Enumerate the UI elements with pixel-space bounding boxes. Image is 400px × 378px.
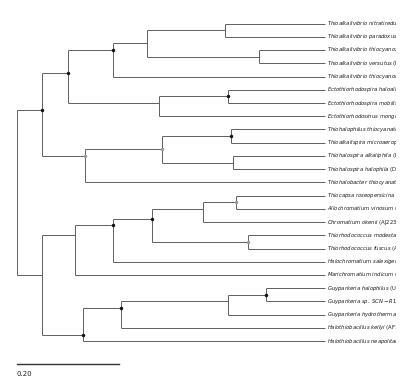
Text: $\it{Thioalkalivibrio\ paradoxus}$$^{*}$ (AF151432): $\it{Thioalkalivibrio\ paradoxus}$$^{*}$… bbox=[327, 32, 400, 42]
Text: $\it{Thiohalobacter\ thiocyanaticus}$$^{*}$ (FJ482231): $\it{Thiohalobacter\ thiocyanaticus}$$^{… bbox=[327, 177, 400, 187]
Text: $\it{Thiorhodococcus\ fuscus}$ (AM993157): $\it{Thiorhodococcus\ fuscus}$ (AM993157… bbox=[327, 244, 400, 253]
Text: $\it{Ectothiorhodospira\ haloalkaliphila}$ (X93479): $\it{Ectothiorhodospira\ haloalkaliphila… bbox=[327, 85, 400, 94]
Text: $\it{Thioalkalivibrio\ nitratireducens}$$^{*}$ (AY079010): $\it{Thioalkalivibrio\ nitratireducens}$… bbox=[327, 19, 400, 29]
Text: $\it{Thiohalospira\ alkaliphila}$ (EU169227): $\it{Thiohalospira\ alkaliphila}$ (EU169… bbox=[327, 152, 400, 160]
Text: $\it{Thioalkalivibrio\ versutus}$ (FR749906): $\it{Thioalkalivibrio\ versutus}$ (FR749… bbox=[327, 59, 400, 68]
Text: 0.20: 0.20 bbox=[17, 371, 32, 377]
Text: $\it{Ectothiorhodospira\ mobilis}$ (HG970163): $\it{Ectothiorhodospira\ mobilis}$ (HG97… bbox=[327, 99, 400, 107]
Text: $\it{Thiocapsa\ roseopersicina}$ (AF113000): $\it{Thiocapsa\ roseopersicina}$ (AF1130… bbox=[327, 191, 400, 200]
Text: $\it{Chromatium\ okenii}$ (AJ223234): $\it{Chromatium\ okenii}$ (AJ223234) bbox=[327, 218, 400, 226]
Text: $\it{Thiohalophilus\ thiocyanatoxydans}$$^{*}$ (DQ469584): $\it{Thiohalophilus\ thiocyanatoxydans}$… bbox=[327, 124, 400, 135]
Text: $\it{Guyparkeria\ hydrothermalis}$ (M90662): $\it{Guyparkeria\ hydrothermalis}$ (M906… bbox=[327, 310, 400, 319]
Text: $\it{Allochromatium\ vinosum}$ (CP001896): $\it{Allochromatium\ vinosum}$ (CP001896… bbox=[327, 204, 400, 213]
Text: $\it{Thioalkalivibrio\ thiocyanodenitrificans}$$^{*}$ (AY360060): $\it{Thioalkalivibrio\ thiocyanodenitrif… bbox=[327, 71, 400, 82]
Text: $\it{Thioalkalivibrio\ thiocyanoxidans}$$^{*}$ (ARQK01000032): $\it{Thioalkalivibrio\ thiocyanoxidans}$… bbox=[327, 45, 400, 55]
Text: $\it{Marichromatium\ indicum}$ (AJ543328): $\it{Marichromatium\ indicum}$ (AJ543328… bbox=[327, 271, 400, 279]
Text: $\it{Halothiobacillus\ kellyi}$ (AF170419): $\it{Halothiobacillus\ kellyi}$ (AF17041… bbox=[327, 324, 400, 332]
Text: $\it{Halothiobacillus\ neapolitanus}$ (JN175334): $\it{Halothiobacillus\ neapolitanus}$ (J… bbox=[327, 337, 400, 345]
Text: $\it{Guyparkeria\ sp.\ SCN-R1}$$^{*}$ (KC662326): $\it{Guyparkeria\ sp.\ SCN-R1}$$^{*}$ (K… bbox=[327, 296, 400, 307]
Text: $\it{Halochromatium\ salexigens}$ (X98597): $\it{Halochromatium\ salexigens}$ (X9859… bbox=[327, 257, 400, 266]
Text: $\it{Guyparkeria\ halophilus}$ (U58020): $\it{Guyparkeria\ halophilus}$ (U58020) bbox=[327, 284, 400, 293]
Text: $\it{Ectothiorhodosinus\ mongolicus}$ (AY298904): $\it{Ectothiorhodosinus\ mongolicus}$ (A… bbox=[327, 112, 400, 121]
Text: $\it{Thiorhodococcus\ modestalkaliphilus}$ (AM993156): $\it{Thiorhodococcus\ modestalkaliphilus… bbox=[327, 231, 400, 240]
Text: $\it{Thiohalospira\ halophila}$ (DQ469576): $\it{Thiohalospira\ halophila}$ (DQ46957… bbox=[327, 165, 400, 174]
Text: $\it{Thioalkalispira\ microaerophila}$ (AF481118): $\it{Thioalkalispira\ microaerophila}$ (… bbox=[327, 138, 400, 147]
